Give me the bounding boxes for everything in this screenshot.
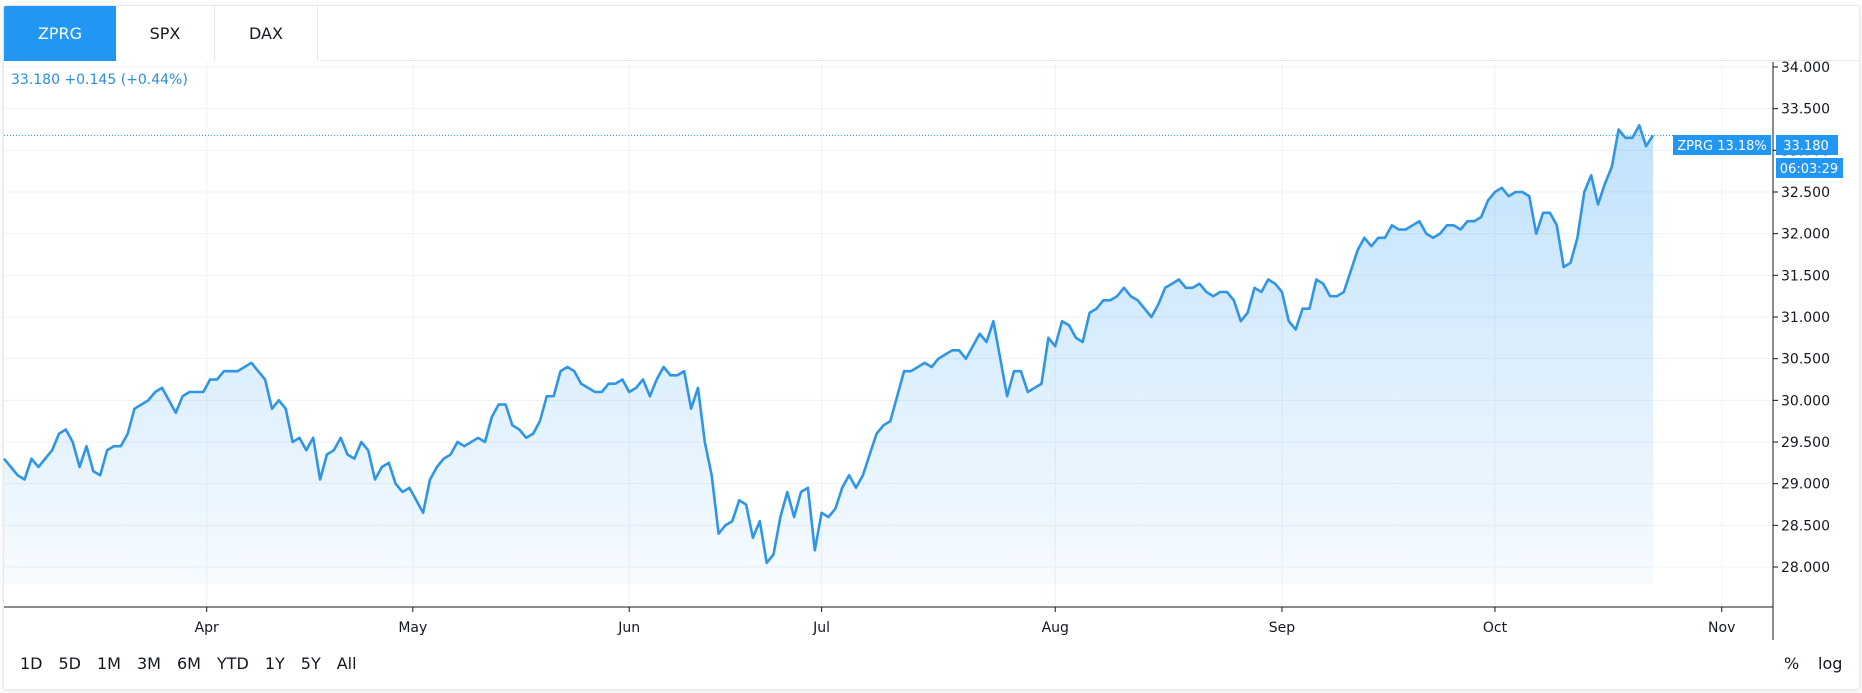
range-1d[interactable]: 1D (20, 654, 43, 673)
quote-readout: 33.180 +0.145 (+0.44%) (11, 72, 188, 88)
tabs-divider (321, 60, 1859, 61)
log-scale-toggle[interactable]: log (1818, 654, 1843, 673)
range-buttons: 1D 5D 1M 3M 6M YTD 1Y 5Y All (20, 654, 373, 673)
range-1m[interactable]: 1M (97, 654, 121, 673)
tab-dax[interactable]: DAX (215, 6, 318, 61)
symbol-tabs: ZPRG SPX DAX (4, 6, 318, 61)
tab-zprg[interactable]: ZPRG (4, 6, 116, 61)
range-ytd[interactable]: YTD (216, 654, 249, 673)
range-5d[interactable]: 5D (58, 654, 82, 673)
range-1y[interactable]: 1Y (264, 654, 285, 673)
range-5y[interactable]: 5Y (300, 654, 321, 673)
chart-widget: ZPRG SPX DAX (3, 5, 1860, 690)
range-3m[interactable]: 3M (136, 654, 161, 673)
range-all[interactable]: All (336, 654, 357, 673)
percent-scale-toggle[interactable]: % (1784, 654, 1800, 673)
tab-spx[interactable]: SPX (116, 6, 215, 61)
range-6m[interactable]: 6M (176, 654, 201, 673)
